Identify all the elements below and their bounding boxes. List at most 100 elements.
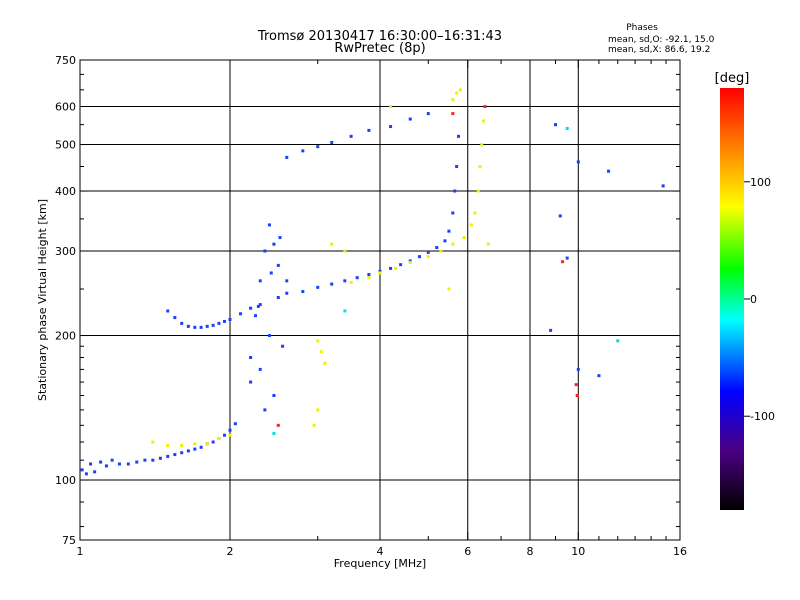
data-point [104,464,108,468]
data-point [285,291,289,295]
data-point [239,312,243,316]
data-point [312,423,316,427]
data-point [166,309,170,313]
data-point [267,334,271,338]
data-point [378,271,382,275]
data-point [272,432,276,436]
data-point [301,290,305,294]
data-point [263,249,267,253]
data-point [217,437,221,441]
data-point [330,282,334,286]
data-point [451,242,455,246]
data-point [478,164,482,168]
data-point [575,394,579,398]
data-point [453,189,457,193]
data-point [553,123,557,127]
data-point [343,249,347,253]
data-point [426,255,430,259]
data-point [272,242,276,246]
data-point [143,458,147,462]
data-point [249,306,253,310]
data-point [389,125,393,129]
data-point [455,91,459,95]
data-point [462,236,466,240]
data-point [249,380,253,384]
data-point [565,126,569,130]
data-point [389,105,393,109]
data-point [199,325,203,329]
data-point [476,189,480,193]
data-point [367,276,371,280]
data-point [426,112,430,116]
data-point [483,105,487,109]
data-point [263,408,267,412]
data-point [367,273,371,277]
colorbar-tick-label: 0 [750,293,757,306]
data-point [447,287,451,291]
data-point [186,449,190,453]
data-point [205,324,209,328]
data-point [447,229,451,233]
data-point [316,285,320,289]
y-tick-label: 500 [55,139,76,152]
data-point [417,255,421,259]
data-point [80,468,84,472]
data-point [597,374,601,378]
data-point [272,394,276,398]
colorbar-tick-label: 100 [750,176,771,189]
axis-ticks: 1 2 4 6 8 10 16 75 100 200 300 400 500 600 750 [55,54,687,558]
x-tick-label: 8 [527,545,534,558]
data-point [451,98,455,102]
y-tick-label: 75 [62,534,76,547]
data-point [193,325,197,329]
data-point [151,458,155,462]
data-point [276,423,280,427]
data-point [576,367,580,371]
x-tick-label: 1 [77,545,84,558]
data-point [158,456,162,460]
data-point [367,128,371,132]
data-point [486,242,490,246]
data-point [223,433,227,437]
data-point [276,263,280,267]
data-point [166,444,170,448]
data-point [480,143,484,147]
y-tick-label: 200 [55,330,76,343]
data-point [233,422,237,426]
data-point [576,160,580,164]
data-point [173,453,177,457]
data-point [228,317,232,321]
data-point [561,260,565,264]
data-point [269,271,273,275]
data-point [349,134,353,138]
data-point [276,296,280,300]
colorbar-label: [deg] [715,71,750,86]
data-point [135,460,139,464]
data-point [217,321,221,325]
data-point [256,304,260,308]
data-point [285,279,289,283]
data-point [166,454,170,458]
data-point [408,260,412,264]
data-point [316,408,320,412]
data-point [99,460,103,464]
data-point [549,328,553,332]
data-point [228,433,232,437]
data-point [343,279,347,283]
data-point [301,149,305,153]
plot-area: 1 2 4 6 8 10 16 75 100 200 300 400 500 600 750 [55,54,687,558]
data-point [180,451,184,455]
data-point [316,339,320,343]
colorbar-gradient [720,88,744,510]
data-point [481,119,485,123]
x-tick-label: 2 [227,545,234,558]
data-point [574,383,578,387]
data-point [180,321,184,325]
data-point [93,470,97,474]
data-point [439,249,443,253]
data-point [330,140,334,144]
y-axis-label: Stationary phase Virtual Height [km] [36,199,49,401]
data-point [394,266,398,270]
